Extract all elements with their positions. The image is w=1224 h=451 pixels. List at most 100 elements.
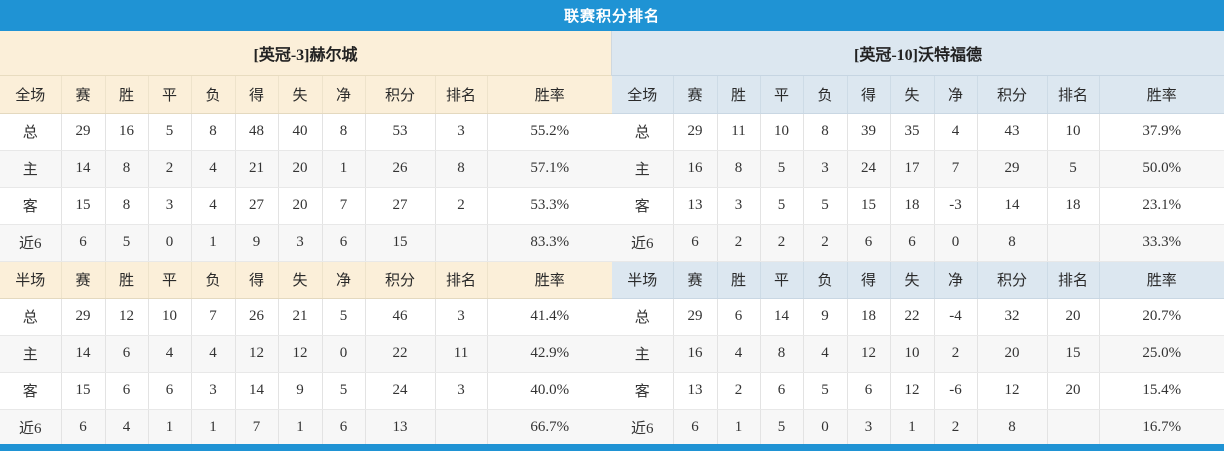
cell-wins: 8	[717, 150, 761, 188]
column-header-goals-against: 失	[890, 261, 935, 299]
row-label-last6: 近6	[612, 224, 674, 262]
cell-wins: 8	[105, 150, 149, 188]
cell-played: 15	[61, 372, 106, 410]
cell-goals-for: 39	[847, 113, 891, 151]
cell-goal-diff: 1	[322, 150, 366, 188]
cell-played: 29	[61, 298, 106, 336]
cell-draws: 2	[760, 224, 804, 262]
table-row: 客 15 6 6 3 14 9 5 24 3 40.0%	[0, 372, 612, 410]
cell-goals-against: 21	[278, 298, 323, 336]
column-header-goals-against: 失	[278, 261, 323, 299]
column-header-row-full: 全场赛胜平负得失净积分 排名 胜率	[0, 76, 612, 114]
column-header-row-half: 半场赛胜平负得失净积分 排名 胜率	[0, 261, 612, 299]
table-row: 主 16 4 8 4 12 10 2 20 15 25.0%	[612, 335, 1224, 373]
cell-points: 22	[365, 335, 436, 373]
column-header-win-rate: 胜率	[1099, 261, 1224, 299]
column-header-wins: 胜	[717, 76, 761, 114]
column-header-goal-diff: 净	[934, 261, 978, 299]
cell-goals-against: 35	[890, 113, 935, 151]
column-header-goal-diff: 净	[934, 76, 978, 114]
cell-draws: 6	[148, 372, 192, 410]
cell-goals-for: 3	[847, 409, 891, 447]
cell-goals-against: 6	[890, 224, 935, 262]
table-row: 近6 6 5 0 1 9 3 6 15 83.3%	[0, 224, 612, 262]
cell-losses: 0	[803, 409, 848, 447]
column-header-played: 赛	[673, 261, 718, 299]
cell-wins: 3	[717, 187, 761, 225]
cell-goals-against: 1	[890, 409, 935, 447]
row-label-away: 客	[612, 187, 674, 225]
cell-points: 27	[365, 187, 436, 225]
column-header-goals-for: 得	[847, 76, 891, 114]
cell-draws: 5	[760, 150, 804, 188]
cell-goal-diff: -3	[934, 187, 978, 225]
table-row: 总 29 11 10 8 39 35 4 43 10 37.9%	[612, 113, 1224, 151]
cell-win-rate: 42.9%	[487, 335, 612, 373]
cell-rank: 3	[435, 113, 488, 151]
column-header-scope: 全场	[0, 76, 62, 114]
cell-points: 53	[365, 113, 436, 151]
cell-goals-for: 12	[847, 335, 891, 373]
cell-goals-for: 6	[847, 224, 891, 262]
cell-rank	[435, 409, 488, 447]
row-label-home: 主	[0, 335, 62, 373]
cell-goal-diff: -4	[934, 298, 978, 336]
row-label-last6: 近6	[612, 409, 674, 447]
cell-rank: 5	[1047, 150, 1100, 188]
cell-win-rate: 50.0%	[1099, 150, 1224, 188]
cell-rank: 15	[1047, 335, 1100, 373]
column-header-wins: 胜	[105, 261, 149, 299]
column-header-losses: 负	[191, 261, 236, 299]
cell-losses: 3	[803, 150, 848, 188]
cell-losses: 5	[803, 187, 848, 225]
cell-draws: 5	[148, 113, 192, 151]
table-row: 总 29 6 14 9 18 22 -4 32 20 20.7%	[612, 298, 1224, 336]
column-header-row-full: 全场赛胜平负得失净积分 排名 胜率	[612, 76, 1224, 114]
cell-played: 29	[673, 113, 718, 151]
cell-wins: 5	[105, 224, 149, 262]
cell-points: 43	[977, 113, 1048, 151]
table-row: 近6 6 2 2 2 6 6 0 8 33.3%	[612, 224, 1224, 262]
cell-win-rate: 16.7%	[1099, 409, 1224, 447]
cell-win-rate: 53.3%	[487, 187, 612, 225]
row-label-total: 总	[612, 298, 674, 336]
cell-draws: 2	[148, 150, 192, 188]
cell-played: 6	[61, 224, 106, 262]
cell-goal-diff: 6	[322, 409, 366, 447]
cell-played: 16	[673, 335, 718, 373]
column-header-draws: 平	[760, 76, 804, 114]
cell-draws: 1	[148, 409, 192, 447]
cell-losses: 5	[803, 372, 848, 410]
column-header-played: 赛	[61, 76, 106, 114]
cell-rank: 18	[1047, 187, 1100, 225]
cell-played: 6	[673, 224, 718, 262]
cell-rank: 8	[435, 150, 488, 188]
cell-win-rate: 66.7%	[487, 409, 612, 447]
cell-points: 29	[977, 150, 1048, 188]
column-header-win-rate: 胜率	[1099, 76, 1224, 114]
row-label-away: 客	[612, 372, 674, 410]
cell-wins: 4	[105, 409, 149, 447]
column-header-draws: 平	[760, 261, 804, 299]
cell-losses: 8	[191, 113, 236, 151]
column-header-rank: 排名	[435, 261, 488, 299]
column-header-losses: 负	[803, 76, 848, 114]
column-header-points: 积分	[365, 76, 436, 114]
cell-wins: 2	[717, 372, 761, 410]
column-header-wins: 胜	[717, 261, 761, 299]
cell-played: 15	[61, 187, 106, 225]
cell-win-rate: 15.4%	[1099, 372, 1224, 410]
cell-played: 29	[61, 113, 106, 151]
cell-points: 8	[977, 224, 1048, 262]
column-header-scope: 半场	[612, 261, 674, 299]
cell-draws: 4	[148, 335, 192, 373]
cell-played: 6	[673, 409, 718, 447]
column-header-scope: 半场	[0, 261, 62, 299]
cell-wins: 2	[717, 224, 761, 262]
column-header-goals-for: 得	[847, 261, 891, 299]
team-panels: [英冠-3]赫尔城 全场赛胜平负得失净积分 排名 胜率总 29 16 5 8 48 40 8 53 3…	[0, 31, 1224, 447]
cell-goal-diff: 8	[322, 113, 366, 151]
cell-points: 15	[365, 224, 436, 262]
cell-played: 6	[61, 409, 106, 447]
